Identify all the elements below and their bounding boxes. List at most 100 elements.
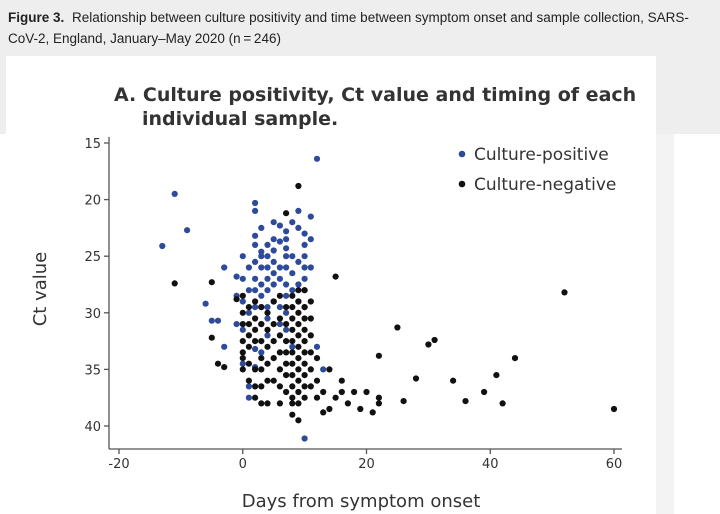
y-tick-label: 25 (84, 250, 101, 265)
culture-negative-point (295, 417, 302, 424)
culture-positive-point (252, 275, 259, 282)
culture-negative-point (561, 289, 568, 296)
culture-positive-point (258, 292, 265, 299)
culture-negative-point (307, 383, 314, 390)
culture-positive-point (258, 281, 265, 288)
culture-negative-point (295, 309, 302, 316)
culture-positive-point (252, 207, 259, 214)
culture-positive-point (307, 264, 314, 271)
culture-positive-point (301, 241, 308, 248)
culture-negative-point (171, 280, 178, 287)
culture-negative-point (313, 377, 321, 384)
culture-negative-point (289, 411, 296, 418)
culture-positive-point (276, 264, 283, 271)
culture-positive-point (283, 253, 290, 260)
culture-negative-point (301, 372, 308, 379)
culture-positive-point (295, 258, 302, 265)
culture-positive-point (252, 232, 259, 239)
culture-negative-point (301, 360, 308, 367)
culture-negative-point (245, 343, 252, 350)
figure-caption-text: Relationship between culture positivity … (8, 10, 689, 46)
culture-positive-point (276, 304, 283, 311)
culture-negative-point (252, 315, 259, 322)
legend-label: Culture-positive (474, 145, 609, 165)
culture-positive-point (289, 270, 296, 277)
culture-positive-point (283, 309, 290, 316)
culture-positive-point (283, 292, 290, 299)
culture-negative-point (283, 360, 290, 367)
culture-positive-point (221, 343, 228, 350)
culture-negative-point (313, 355, 321, 362)
culture-negative-point (357, 405, 364, 413)
culture-negative-point (511, 355, 519, 362)
culture-negative-point (258, 355, 265, 362)
culture-negative-point (320, 388, 327, 396)
culture-negative-point (276, 383, 283, 390)
culture-positive-point (276, 321, 283, 328)
culture-negative-point (344, 400, 351, 407)
culture-positive-point (214, 317, 222, 324)
culture-negative-point (499, 400, 506, 407)
culture-negative-point (270, 355, 277, 362)
culture-negative-point (295, 332, 302, 339)
culture-negative-point (239, 366, 246, 373)
culture-positive-point (289, 287, 296, 294)
culture-positive-point (301, 275, 308, 282)
culture-positive-point (289, 343, 296, 350)
culture-negative-point (363, 388, 370, 396)
chart-title-line2: individual sample. (142, 108, 338, 130)
chart-panel (6, 56, 656, 514)
culture-negative-point (289, 304, 296, 311)
culture-negative-point (239, 349, 246, 356)
culture-negative-point (289, 315, 296, 322)
culture-negative-point (307, 349, 314, 356)
culture-negative-point (252, 338, 259, 345)
x-tick-label: 0 (239, 457, 247, 472)
culture-negative-point (258, 321, 265, 328)
culture-negative-point (289, 394, 296, 401)
culture-negative-point (245, 360, 252, 367)
x-tick-label: 20 (358, 457, 375, 472)
culture-positive-point (159, 242, 166, 250)
culture-negative-point (375, 352, 382, 359)
culture-negative-point (326, 366, 333, 373)
culture-negative-point (301, 338, 308, 345)
culture-positive-point (221, 264, 228, 271)
culture-negative-point (295, 400, 302, 407)
culture-negative-point (258, 338, 265, 345)
legend-marker (458, 150, 466, 158)
culture-positive-point (270, 258, 277, 265)
culture-positive-point (258, 264, 265, 271)
culture-negative-point (289, 292, 296, 299)
culture-negative-point (301, 315, 308, 322)
culture-negative-point (295, 377, 302, 384)
culture-negative-point (338, 388, 345, 396)
culture-negative-point (276, 366, 283, 373)
culture-positive-point (252, 258, 259, 265)
culture-negative-point (301, 304, 308, 311)
x-axis-label: Days from symptom onset (242, 491, 481, 512)
culture-negative-point (412, 375, 420, 382)
culture-positive-point (184, 227, 191, 234)
culture-negative-point (289, 383, 296, 390)
culture-positive-point (264, 287, 271, 294)
culture-negative-point (270, 321, 277, 328)
culture-positive-point (283, 245, 290, 252)
culture-positive-point (264, 332, 271, 339)
culture-negative-point (375, 394, 382, 401)
culture-negative-point (289, 326, 296, 333)
culture-negative-point (295, 388, 302, 396)
culture-positive-point (245, 309, 252, 316)
culture-negative-point (258, 304, 265, 311)
culture-positive-point (245, 383, 252, 390)
chart-panel-edge (656, 134, 674, 514)
culture-negative-point (208, 334, 215, 341)
culture-positive-point (276, 275, 283, 282)
culture-positive-point (258, 248, 265, 255)
culture-positive-point (301, 253, 308, 260)
culture-negative-point (283, 372, 290, 379)
culture-positive-point (252, 304, 259, 311)
culture-negative-point (276, 400, 283, 407)
culture-positive-point (252, 287, 259, 294)
culture-positive-point (289, 253, 296, 260)
